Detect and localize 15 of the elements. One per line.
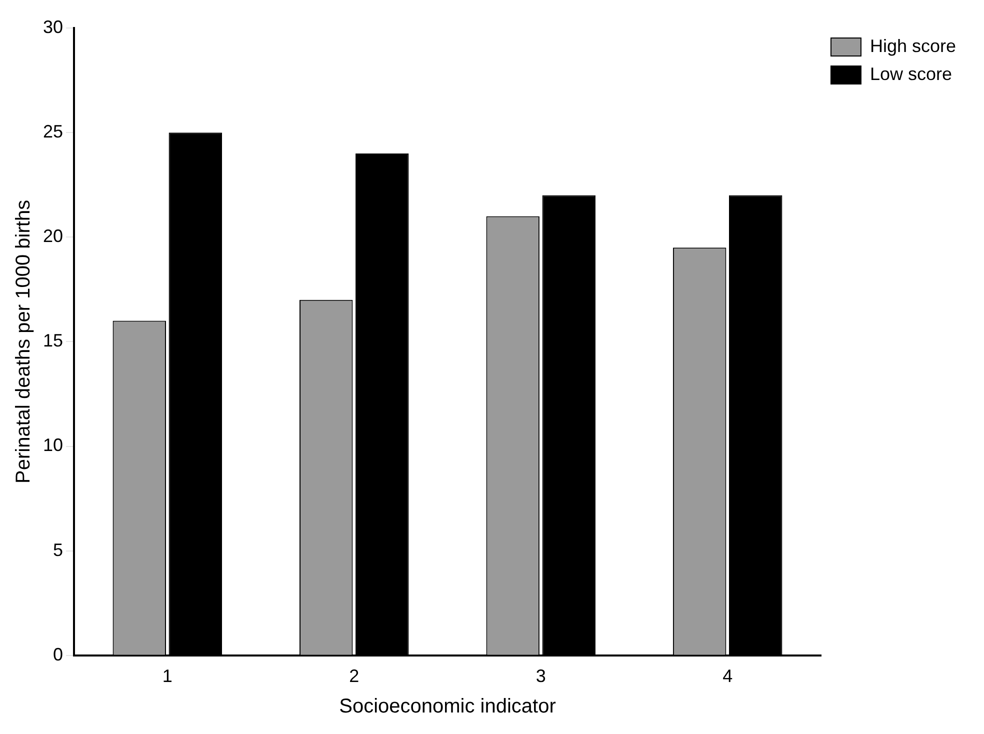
legend-label: High score [870,36,956,56]
y-tick-label: 30 [42,16,64,37]
y-tick-label: 0 [53,644,64,664]
y-tick-label: 5 [53,540,64,560]
y-tick-label: 20 [42,226,64,246]
y-tick-label: 10 [42,435,64,456]
x-axis-title: Socioeconomic indicator [339,696,556,718]
y-tick-label: 25 [42,122,64,142]
legend-label: Low score [870,64,952,84]
y-axis-title: Perinatal deaths per 1000 births [12,200,35,484]
x-tick-label: 4 [722,666,733,686]
x-tick-label: 2 [349,666,360,686]
x-tick-label: 3 [536,666,546,686]
y-tick-label: 15 [42,330,64,351]
x-tick-label: 1 [162,666,172,686]
